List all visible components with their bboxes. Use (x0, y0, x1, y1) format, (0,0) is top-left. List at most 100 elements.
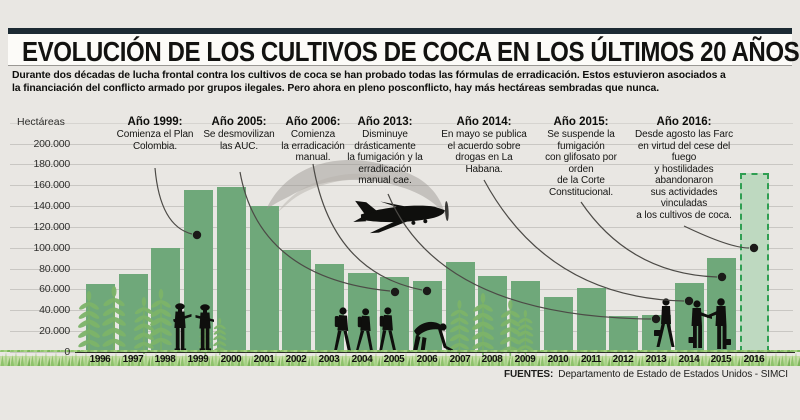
dot-2013 (651, 314, 661, 324)
gridline (10, 144, 793, 145)
bar-1999 (184, 190, 213, 352)
x-tick-2000: 2000 (220, 354, 242, 365)
x-tick-1998: 1998 (154, 354, 176, 365)
bar-2016 (740, 173, 769, 352)
annotation-leader-lines (154, 163, 750, 320)
bar-1996 (86, 284, 115, 352)
gridline (10, 185, 793, 186)
annotation-text: En mayo se publica el acuerdo sobre drog… (441, 129, 527, 175)
annotation-1999: Año 1999: Comienza el Plan Colombia. (89, 116, 221, 152)
x-tick-2011: 2011 (580, 354, 602, 365)
y-tick-label: 160.000 (33, 179, 70, 191)
subtitle: Durante dos décadas de lucha frontal con… (12, 70, 726, 94)
annotation-2014: Año 2014: En mayo se publica el acuerdo s… (418, 116, 550, 175)
x-tick-2008: 2008 (481, 354, 503, 365)
annotation-2016: Año 2016: Desde agosto las Farc en virtud… (618, 116, 750, 221)
leader-2014 (483, 179, 685, 302)
bar-2001 (250, 206, 279, 352)
dot-1999 (192, 230, 202, 240)
annotation-2005: Año 2005: Se desmovilizan las AUC. (173, 116, 305, 152)
hikers-icon (334, 307, 397, 352)
gridline (10, 310, 793, 311)
annotation-2013: Año 2013: Disminuye drásticamente la fumi… (319, 116, 451, 187)
x-tick-2009: 2009 (514, 354, 536, 365)
sources-note: FUENTES: Departamento de Estado de Estado… (504, 369, 788, 380)
leader-2016 (683, 225, 750, 249)
y-tick-label: 60.000 (39, 283, 70, 295)
x-tick-2006: 2006 (416, 354, 438, 365)
y-tick-label: 40.000 (39, 304, 70, 316)
gridline (10, 269, 793, 270)
annotation-year-label: Año 2015: (553, 116, 609, 128)
annotation-text: Desde agosto las Farc en virtud del cese… (635, 129, 733, 221)
annotation-text: Se desmovilizan las AUC. (203, 129, 275, 152)
title-band: EVOLUCIÓN DE LOS CULTIVOS DE COCA EN LOS… (8, 34, 800, 67)
bar-2010 (544, 297, 573, 352)
dot-2016 (749, 243, 759, 253)
leader-2015 (580, 201, 718, 278)
page-title: EVOLUCIÓN DE LOS CULTIVOS DE COCA EN LOS… (22, 36, 800, 67)
bar-2009 (511, 281, 540, 352)
y-tick-label: 0 (64, 346, 70, 358)
gridline (10, 289, 793, 290)
annotation-text: Se suspende la fumigación con glifosato … (545, 129, 617, 198)
soldiers-icon (173, 303, 214, 352)
x-tick-2014: 2014 (678, 354, 700, 365)
x-tick-2002: 2002 (285, 354, 307, 365)
bar-2005 (380, 277, 409, 352)
grass-strip (0, 350, 800, 366)
annotation-text: Comienza el Plan Colombia. (116, 129, 194, 152)
annotation-year-label: Año 2014: (456, 116, 512, 128)
annotation-year-label: Año 1999: (127, 116, 183, 128)
bar-1997 (119, 274, 148, 352)
x-tick-2004: 2004 (351, 354, 373, 365)
leader-2006 (312, 163, 423, 291)
x-tick-2012: 2012 (612, 354, 634, 365)
annotation-year-label: Año 2013: (357, 116, 413, 128)
x-tick-1999: 1999 (187, 354, 209, 365)
leader-2013 (387, 193, 652, 320)
annotation-year-label: Año 2005: (211, 116, 267, 128)
gridline (10, 331, 793, 332)
x-tick-2001: 2001 (253, 354, 275, 365)
x-tick-2013: 2013 (645, 354, 667, 365)
farmer-icon (412, 321, 453, 352)
annotation-text: Disminuye drásticamente la fumigación y … (347, 129, 423, 186)
sources-label: FUENTES: (504, 369, 554, 380)
smoke-trail (266, 159, 445, 215)
y-axis-title: Hectáreas (17, 116, 65, 128)
leader-2005 (239, 171, 391, 292)
x-tick-2010: 2010 (547, 354, 569, 365)
leader-1999 (154, 167, 193, 235)
y-tick-label: 80.000 (39, 263, 70, 275)
dot-2005 (390, 287, 400, 297)
x-tick-2005: 2005 (383, 354, 405, 365)
gridline (10, 248, 793, 249)
bar-2008 (478, 276, 507, 352)
bar-2004 (348, 273, 377, 352)
y-tick-label: 120.000 (33, 221, 70, 233)
dot-2014 (684, 296, 694, 306)
bar-1998 (151, 248, 180, 352)
bar-2011 (577, 288, 606, 352)
bar-2007 (446, 262, 475, 352)
annotation-year-label: Año 2006: (285, 116, 341, 128)
y-tick-label: 200.000 (33, 138, 70, 150)
annotation-text: Comienza la erradicación manual. (281, 129, 345, 163)
gridline (10, 164, 793, 165)
annotation-2015: Año 2015: Se suspende la fumigación con g… (515, 116, 647, 198)
x-tick-2007: 2007 (449, 354, 471, 365)
gridline (10, 352, 793, 353)
y-tick-label: 100.000 (33, 242, 70, 254)
bar-2003 (315, 264, 344, 352)
x-tick-1996: 1996 (89, 354, 111, 365)
annotation-year-label: Año 2016: (656, 116, 712, 128)
bar-2000 (217, 187, 246, 352)
coca-plant-icon (76, 285, 535, 360)
x-tick-1997: 1997 (122, 354, 144, 365)
annotation-dots (192, 230, 759, 324)
bar-2014 (675, 283, 704, 352)
gridline (10, 206, 793, 207)
annotation-2006: Año 2006: Comienza la erradicación manual… (247, 116, 379, 164)
